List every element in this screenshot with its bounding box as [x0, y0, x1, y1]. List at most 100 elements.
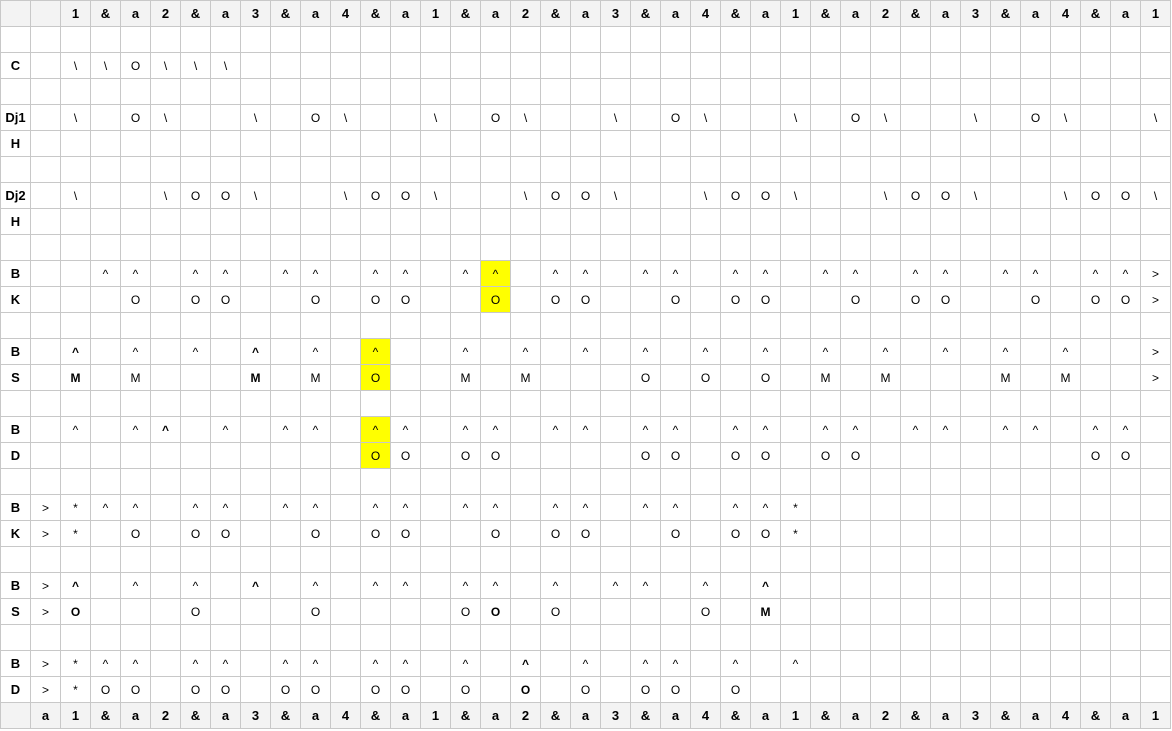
grid-cell[interactable] [30, 156, 61, 183]
grid-cell[interactable]: ^ [930, 416, 961, 443]
grid-cell[interactable] [960, 260, 991, 287]
grid-cell[interactable] [780, 416, 811, 443]
grid-cell[interactable]: ^ [450, 260, 481, 287]
grid-cell[interactable] [30, 260, 61, 287]
grid-cell[interactable] [180, 442, 211, 469]
grid-cell[interactable] [330, 208, 361, 235]
grid-cell[interactable] [840, 650, 871, 677]
grid-cell[interactable] [570, 572, 601, 599]
grid-cell[interactable] [150, 546, 181, 573]
grid-cell[interactable]: ^ [210, 416, 241, 443]
grid-cell[interactable] [1050, 546, 1081, 573]
grid-cell[interactable]: ^ [600, 572, 631, 599]
grid-cell[interactable]: > [1140, 338, 1171, 365]
grid-cell[interactable] [960, 676, 991, 703]
column-header-cell[interactable]: a [120, 0, 151, 27]
grid-cell[interactable] [930, 364, 961, 391]
grid-cell[interactable] [390, 26, 421, 53]
grid-cell[interactable]: ^ [210, 650, 241, 677]
grid-cell[interactable] [660, 572, 691, 599]
grid-cell[interactable] [60, 78, 91, 105]
grid-cell[interactable] [330, 416, 361, 443]
grid-cell[interactable] [90, 546, 121, 573]
grid-cell[interactable] [900, 78, 931, 105]
grid-cell[interactable] [840, 52, 871, 79]
grid-cell[interactable] [240, 650, 271, 677]
grid-cell[interactable]: M [510, 364, 541, 391]
grid-cell[interactable] [630, 286, 661, 313]
grid-cell[interactable] [1020, 234, 1051, 261]
grid-cell[interactable]: M [1050, 364, 1081, 391]
grid-cell[interactable] [900, 52, 931, 79]
grid-cell[interactable] [540, 208, 571, 235]
grid-cell[interactable] [270, 156, 301, 183]
grid-cell[interactable] [750, 78, 781, 105]
grid-cell[interactable]: O [930, 286, 961, 313]
grid-cell[interactable] [630, 598, 661, 625]
grid-cell[interactable] [810, 572, 841, 599]
grid-cell[interactable] [810, 130, 841, 157]
grid-cell[interactable]: ^ [120, 416, 151, 443]
grid-cell[interactable] [990, 390, 1021, 417]
grid-cell[interactable] [450, 156, 481, 183]
grid-cell[interactable]: ^ [900, 260, 931, 287]
grid-cell[interactable]: O [630, 676, 661, 703]
grid-cell[interactable] [1140, 676, 1171, 703]
grid-cell[interactable]: ^ [120, 260, 151, 287]
grid-cell[interactable] [480, 546, 511, 573]
grid-cell[interactable]: O [720, 442, 751, 469]
grid-cell[interactable]: O [750, 364, 781, 391]
grid-cell[interactable] [330, 260, 361, 287]
grid-cell[interactable] [870, 52, 901, 79]
grid-cell[interactable]: ^ [720, 260, 751, 287]
grid-cell[interactable] [1110, 52, 1141, 79]
grid-cell[interactable] [540, 546, 571, 573]
grid-cell[interactable] [960, 286, 991, 313]
grid-cell[interactable]: ^ [300, 260, 331, 287]
grid-cell[interactable] [420, 156, 451, 183]
grid-cell[interactable] [420, 676, 451, 703]
grid-cell[interactable] [120, 390, 151, 417]
grid-cell[interactable] [540, 130, 571, 157]
grid-cell[interactable]: ^ [1110, 260, 1141, 287]
grid-cell[interactable] [450, 468, 481, 495]
grid-cell[interactable]: ^ [630, 572, 661, 599]
grid-cell[interactable]: > [30, 520, 61, 547]
grid-cell[interactable] [390, 624, 421, 651]
grid-cell[interactable] [870, 26, 901, 53]
grid-cell[interactable] [1110, 78, 1141, 105]
column-header-cell[interactable]: & [180, 0, 211, 27]
grid-cell[interactable]: O [210, 520, 241, 547]
grid-cell[interactable] [270, 442, 301, 469]
grid-cell[interactable] [210, 26, 241, 53]
grid-cell[interactable] [720, 338, 751, 365]
grid-cell[interactable] [150, 676, 181, 703]
grid-cell[interactable]: O [480, 286, 511, 313]
grid-cell[interactable] [810, 104, 841, 131]
grid-cell[interactable] [1110, 572, 1141, 599]
footer-cell[interactable]: & [90, 702, 121, 729]
grid-cell[interactable] [60, 468, 91, 495]
grid-cell[interactable]: O [630, 364, 661, 391]
grid-cell[interactable] [510, 286, 541, 313]
grid-cell[interactable] [30, 104, 61, 131]
grid-cell[interactable] [330, 130, 361, 157]
grid-cell[interactable] [30, 312, 61, 339]
grid-cell[interactable] [330, 624, 361, 651]
grid-cell[interactable] [1050, 572, 1081, 599]
grid-cell[interactable] [60, 312, 91, 339]
grid-cell[interactable] [480, 312, 511, 339]
grid-cell[interactable]: ^ [360, 572, 391, 599]
grid-cell[interactable] [630, 78, 661, 105]
grid-cell[interactable] [900, 520, 931, 547]
grid-cell[interactable] [270, 104, 301, 131]
grid-cell[interactable] [780, 130, 811, 157]
grid-cell[interactable] [480, 338, 511, 365]
grid-cell[interactable]: \ [240, 182, 271, 209]
column-header-cell[interactable]: 2 [870, 0, 901, 27]
grid-cell[interactable] [390, 312, 421, 339]
grid-cell[interactable] [990, 624, 1021, 651]
grid-cell[interactable]: > [30, 494, 61, 521]
grid-cell[interactable] [120, 312, 151, 339]
grid-cell[interactable] [450, 312, 481, 339]
